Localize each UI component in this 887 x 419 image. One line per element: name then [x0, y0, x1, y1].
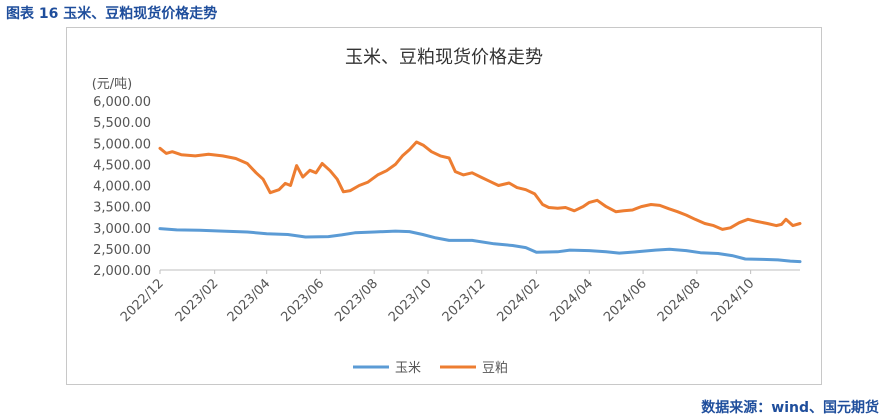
y-tick-label: 4,000.00: [93, 180, 151, 195]
x-tick-label: 2024/10: [709, 276, 758, 325]
x-tick-label: 2024/02: [494, 276, 543, 325]
y-tick-label: 2,500.00: [93, 243, 151, 258]
x-tick-label: 2023/02: [173, 276, 222, 325]
x-tick-label: 2024/04: [547, 276, 596, 325]
x-tick-label: 2024/06: [601, 276, 650, 325]
data-source: 数据来源：wind、国元期货: [701, 400, 879, 416]
y-tick-label: 6,000.00: [93, 95, 151, 110]
y-tick-label: 5,000.00: [93, 137, 151, 152]
y-tick-label: 4,500.00: [93, 158, 151, 173]
figure-title: 图表 16 玉米、豆粕现货价格走势: [6, 6, 218, 22]
y-tick-label: 3,000.00: [93, 222, 151, 237]
y-tick-label: 2,000.00: [93, 264, 151, 279]
x-tick-label: 2023/08: [332, 276, 381, 325]
x-tick-label: 2023/12: [440, 276, 489, 325]
series-line-corn: [158, 227, 802, 264]
y-tick-label: 3,500.00: [93, 201, 151, 216]
series-line-soymeal: [158, 140, 802, 231]
x-tick-label: 2022/12: [118, 276, 167, 325]
legend-label-soymeal: 豆粕: [482, 361, 508, 376]
legend-label-corn: 玉米: [395, 361, 421, 376]
y-tick-label: 5,500.00: [93, 116, 151, 131]
x-tick-label: 2023/04: [225, 276, 274, 325]
y-axis-unit: (元/吨): [92, 77, 133, 92]
x-tick-label: 2023/10: [386, 276, 435, 325]
x-tick-label: 2023/06: [278, 276, 327, 325]
chart-frame: [66, 27, 822, 385]
x-tick-label: 2024/08: [655, 276, 704, 325]
chart-title: 玉米、豆粕现货价格走势: [345, 47, 543, 68]
